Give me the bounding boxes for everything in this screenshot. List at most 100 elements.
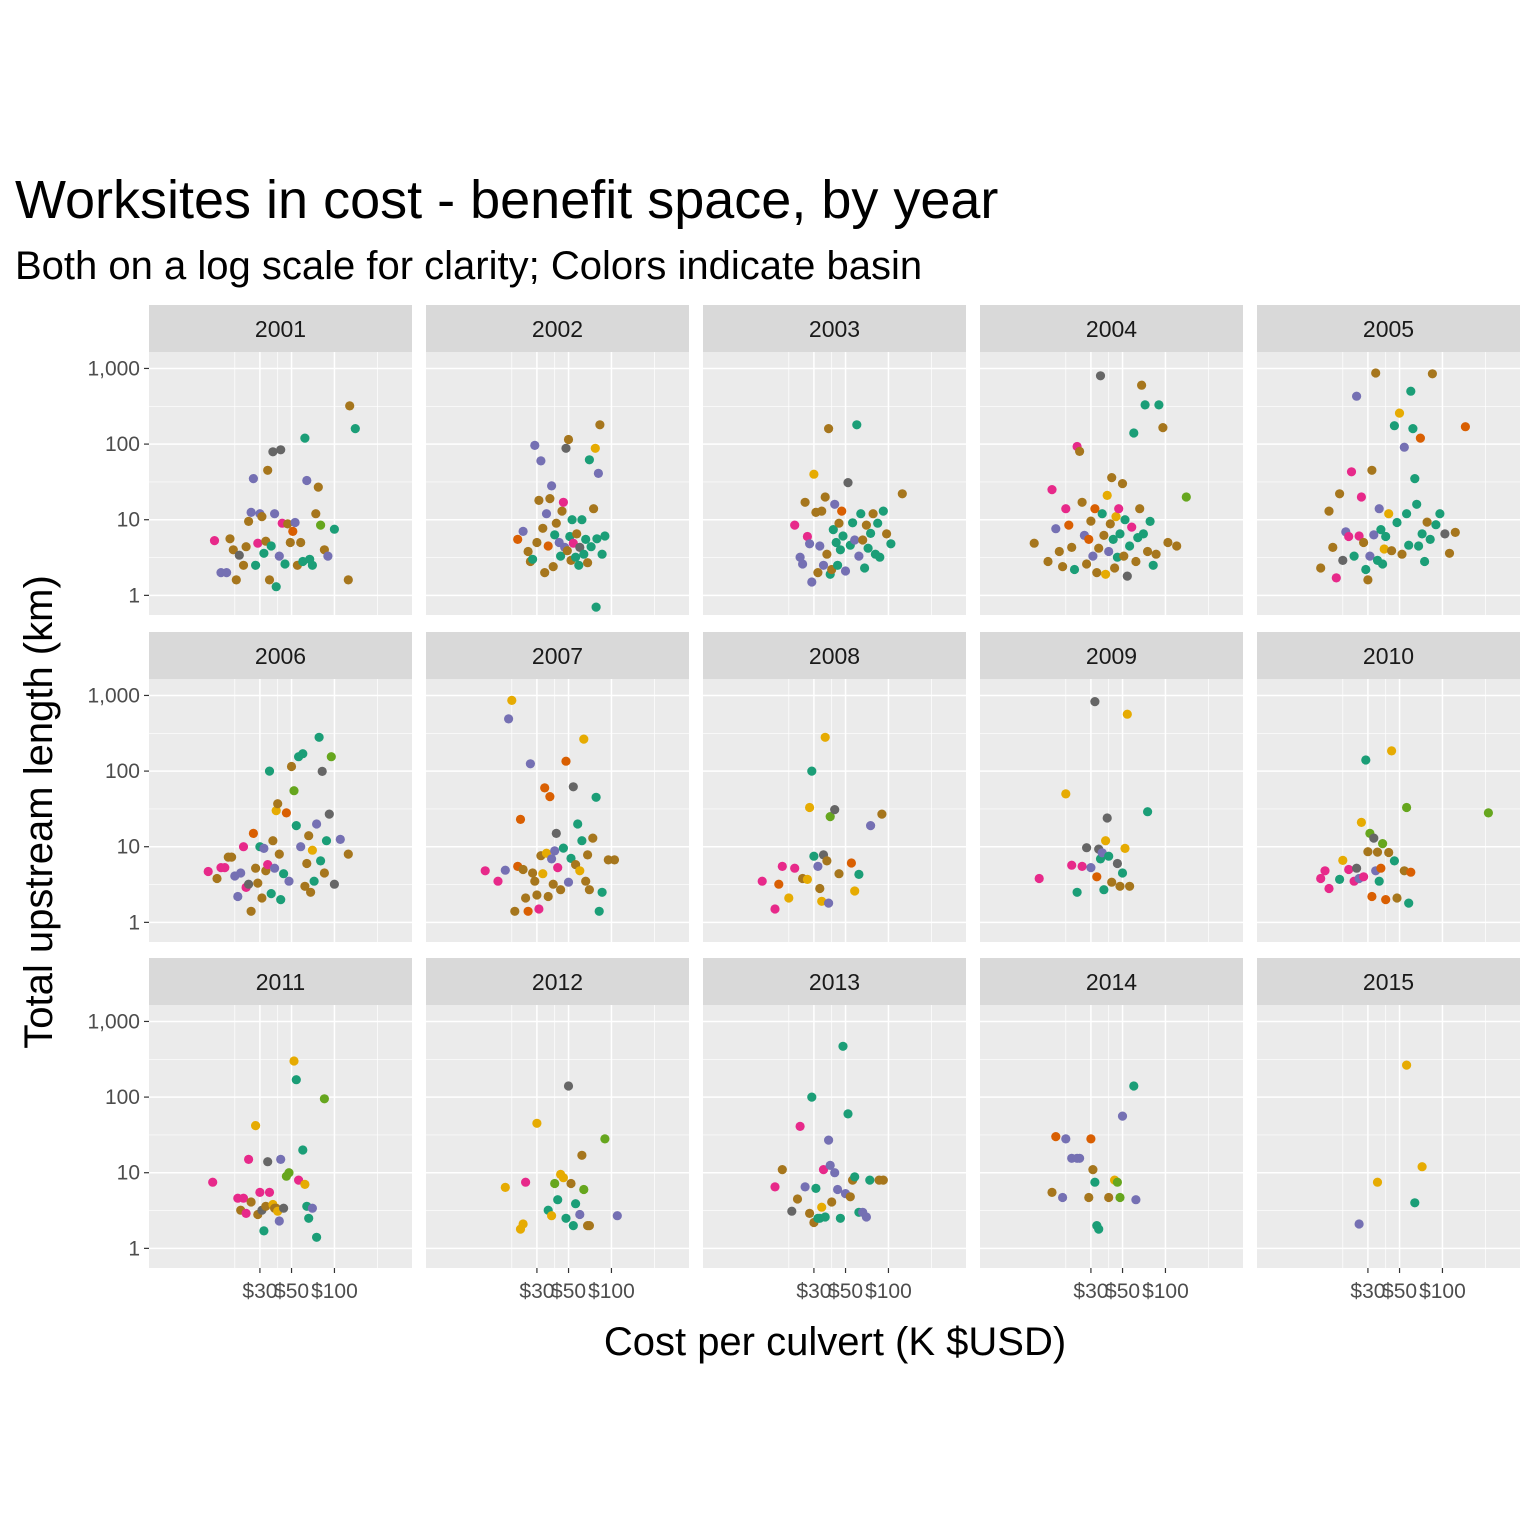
data-point-2006 (279, 869, 289, 879)
data-point-2001 (234, 550, 244, 560)
data-point-2008 (820, 732, 830, 742)
data-point-2007 (528, 868, 538, 878)
data-point-2012 (577, 1150, 587, 1160)
x-tick-label: $50 (1105, 1280, 1140, 1303)
data-point-2007 (561, 756, 571, 766)
data-point-2001 (307, 560, 317, 570)
data-point-2006 (300, 881, 310, 891)
data-point-2004 (1108, 534, 1118, 545)
data-point-2005 (1397, 549, 1407, 559)
data-point-2006 (319, 868, 329, 878)
data-point-2007 (583, 850, 593, 860)
data-point-2003 (838, 531, 848, 541)
data-point-2013 (838, 1041, 848, 1051)
facet-label-2015: 2015 (1363, 969, 1414, 995)
data-point-2010 (1361, 755, 1371, 765)
facet-strip-2006 (149, 632, 412, 679)
data-point-2013 (807, 1092, 817, 1102)
data-point-2002 (574, 560, 584, 570)
data-point-2003 (882, 529, 892, 539)
data-point-2010 (1483, 808, 1493, 818)
data-point-2008 (824, 898, 834, 908)
data-point-2012 (561, 1213, 571, 1223)
data-point-2002 (556, 551, 566, 561)
data-point-2006 (343, 849, 353, 859)
data-point-2001 (222, 568, 232, 578)
data-point-2001 (276, 445, 286, 455)
data-point-2003 (807, 577, 817, 587)
data-point-2003 (822, 549, 832, 559)
data-point-2001 (298, 556, 308, 567)
data-point-2008 (846, 858, 857, 868)
data-point-2006 (268, 836, 278, 846)
data-point-2005 (1435, 509, 1445, 519)
data-point-2014 (1058, 1192, 1068, 1203)
panel-background-2002 (426, 352, 689, 615)
data-point-2001 (209, 536, 220, 546)
data-point-2010 (1374, 876, 1384, 886)
facet-label-2011: 2011 (256, 969, 305, 995)
data-point-2003 (818, 560, 829, 570)
facet-panels: 2001 1 10 100 1,000 2002 2003 2004 2005 2006 1 10 10… (87, 305, 1520, 1303)
y-axis-title: Total upstream length (km) (17, 575, 61, 1049)
data-point-2003 (861, 520, 872, 530)
data-point-2009 (1112, 858, 1122, 869)
data-point-2003 (831, 537, 841, 548)
data-point-2009 (1143, 807, 1153, 817)
data-point-2005 (1346, 467, 1357, 477)
data-point-2006 (236, 868, 246, 878)
data-point-2013 (787, 1206, 797, 1216)
data-point-2006 (324, 809, 334, 819)
data-point-2006 (273, 799, 283, 809)
facet-strip-2009 (980, 632, 1243, 679)
data-point-2006 (257, 893, 267, 903)
facet-strip-2014 (980, 958, 1243, 1005)
data-point-2014 (1104, 1192, 1114, 1203)
data-point-2004 (1029, 538, 1039, 548)
data-point-2002 (575, 542, 585, 553)
data-point-2006 (244, 879, 254, 889)
data-point-2006 (289, 786, 299, 796)
x-tick-label: $30 (796, 1280, 831, 1303)
facet-label-2001: 2001 (255, 316, 306, 342)
data-point-2014 (1112, 1177, 1122, 1187)
data-point-2004 (1077, 497, 1087, 507)
y-tick-label: 1,000 (87, 1010, 140, 1033)
data-point-2005 (1316, 563, 1326, 573)
data-point-2004 (1104, 546, 1114, 557)
data-point-2007 (545, 792, 555, 802)
data-point-2005 (1356, 492, 1366, 502)
data-point-2005 (1371, 368, 1381, 378)
data-point-2013 (800, 1182, 810, 1192)
data-point-2008 (809, 851, 819, 861)
data-point-2001 (251, 560, 261, 570)
data-point-2015 (1354, 1219, 1364, 1229)
data-point-2006 (298, 749, 308, 759)
data-point-2005 (1381, 531, 1391, 542)
data-point-2007 (510, 906, 520, 916)
data-point-2008 (813, 861, 823, 872)
data-point-2006 (276, 895, 286, 905)
data-point-2010 (1387, 746, 1397, 756)
data-point-2013 (830, 1168, 840, 1178)
data-point-2001 (231, 575, 241, 585)
data-point-2009 (1104, 851, 1114, 861)
data-point-2008 (807, 766, 817, 776)
data-point-2004 (1127, 522, 1137, 532)
data-point-2014 (1061, 1134, 1071, 1144)
data-point-2001 (350, 424, 360, 434)
data-point-2001 (343, 575, 353, 585)
data-point-2011 (259, 1226, 269, 1236)
data-point-2002 (562, 546, 572, 556)
data-point-2013 (825, 1160, 835, 1170)
data-point-2005 (1352, 391, 1362, 401)
data-point-2001 (264, 575, 275, 585)
data-point-2009 (1115, 881, 1125, 891)
data-point-2009 (1102, 813, 1112, 823)
x-tick-label: $50 (274, 1280, 309, 1303)
data-point-2004 (1148, 560, 1158, 570)
data-point-2006 (263, 860, 273, 870)
data-point-2009 (1099, 885, 1109, 895)
data-point-2003 (866, 528, 876, 539)
data-point-2011 (279, 1203, 289, 1213)
